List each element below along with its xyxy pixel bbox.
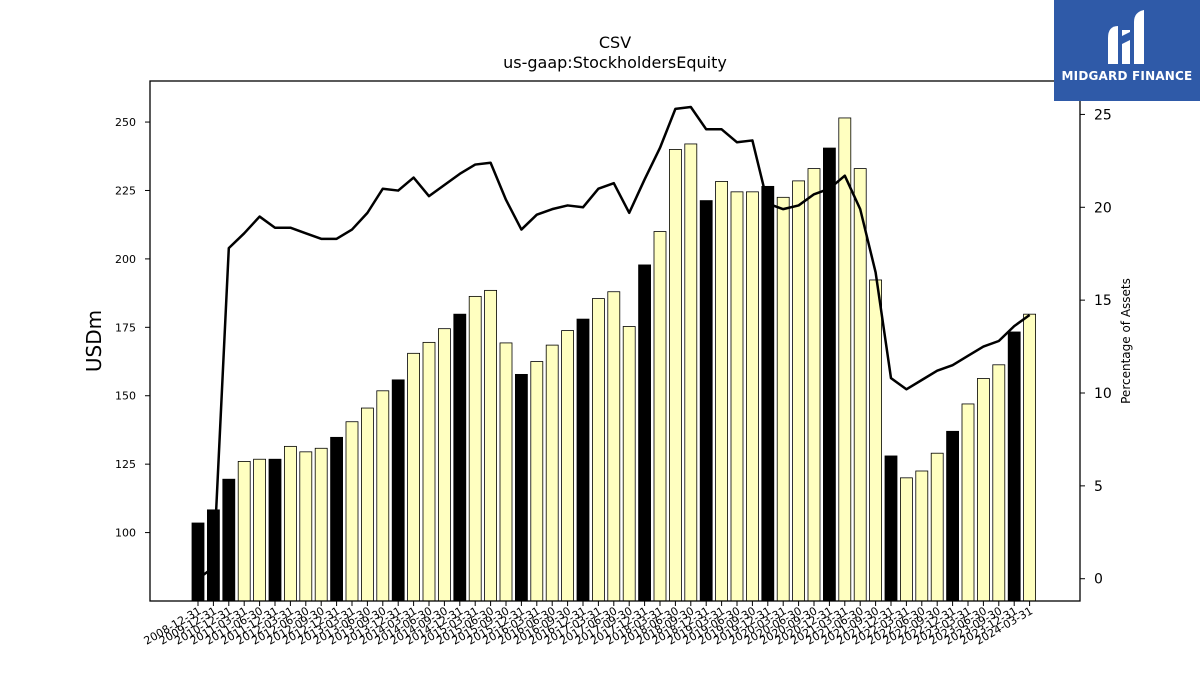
logo-text: MIDGARD FINANCE xyxy=(1061,69,1193,83)
bar-2012-06-30 xyxy=(299,451,313,602)
bar-2013-03-31 xyxy=(345,421,359,602)
bar-2018-12-31 xyxy=(699,200,713,602)
bar-2022-09-30 xyxy=(930,452,944,602)
bar-2020-06-30 xyxy=(792,180,805,602)
y-tick-label-225: 225 xyxy=(115,184,136,197)
bar-2018-03-31 xyxy=(653,231,667,602)
y2-tick-label-15: 15 xyxy=(1094,293,1112,309)
bar-2023-09-30 xyxy=(992,364,1006,602)
bar-2016-06-30 xyxy=(545,344,559,602)
bar-2011-12-31 xyxy=(268,458,282,602)
chart-subtitle: us-gaap:StockholdersEquity xyxy=(503,53,727,72)
bar-2013-09-30 xyxy=(376,390,390,602)
bar-2020-09-30 xyxy=(807,168,821,602)
bar-2016-03-31 xyxy=(530,361,544,602)
y-tick-label-200: 200 xyxy=(115,253,136,266)
bar-2016-09-30 xyxy=(561,330,574,602)
bar-2020-03-31 xyxy=(776,196,790,602)
bar-2012-12-31 xyxy=(330,436,344,602)
logo-mark-icon xyxy=(1108,10,1144,64)
y-tick-label-125: 125 xyxy=(115,458,136,471)
y-axis-label: USDm xyxy=(82,310,106,372)
bar-2008-12-31 xyxy=(191,522,205,602)
right-axis: 0 5 10 15 20 25 xyxy=(1080,107,1112,588)
bar-2020-12-31 xyxy=(823,147,836,602)
bar-2015-09-30 xyxy=(499,342,513,602)
bar-2015-03-31 xyxy=(468,295,482,602)
bar-2021-09-30 xyxy=(869,279,882,602)
bar-2011-06-30 xyxy=(253,458,267,602)
y-tick-label-250: 250 xyxy=(115,116,136,129)
bar-group xyxy=(191,117,1036,602)
bar-2011-03-31 xyxy=(237,461,251,602)
bar-2023-03-31 xyxy=(961,403,975,602)
bar-2022-03-31 xyxy=(900,477,913,602)
bar-2014-09-30 xyxy=(437,328,451,602)
bar-2019-12-31 xyxy=(761,185,775,602)
line-group xyxy=(197,105,1031,580)
bar-2014-06-30 xyxy=(422,341,436,602)
percentage-of-assets-line xyxy=(197,105,1031,580)
y2-tick-label-10: 10 xyxy=(1094,386,1112,402)
bar-2012-03-31 xyxy=(283,445,297,602)
y-tick-label-150: 150 xyxy=(115,390,136,403)
y2-axis-label: Percentage of Assets xyxy=(1119,278,1133,404)
bar-2022-06-30 xyxy=(915,470,929,602)
chart-title: CSV xyxy=(599,33,631,52)
bar-2024-03-31 xyxy=(1023,313,1036,602)
bar-2010-12-31 xyxy=(222,478,236,602)
midgard-finance-logo: MIDGARD FINANCE xyxy=(1054,0,1200,101)
bar-2017-09-30 xyxy=(622,326,636,602)
bar-2015-06-30 xyxy=(484,289,498,602)
bar-2013-12-31 xyxy=(391,379,405,602)
bar-2018-09-30 xyxy=(684,143,698,602)
bar-2018-06-30 xyxy=(669,149,682,602)
bar-2023-12-31 xyxy=(1007,331,1021,602)
y2-tick-label-20: 20 xyxy=(1094,200,1112,216)
bar-2012-09-30 xyxy=(314,447,328,602)
bar-2017-06-30 xyxy=(607,291,621,602)
bar-2022-12-31 xyxy=(946,430,959,602)
y2-tick-label-25: 25 xyxy=(1094,107,1112,123)
plot-frame xyxy=(149,80,1081,602)
y-tick-label-175: 175 xyxy=(115,321,136,334)
bar-2021-06-30 xyxy=(853,168,867,602)
bar-2019-09-30 xyxy=(746,191,759,602)
bar-2021-12-31 xyxy=(884,455,898,602)
x-axis: 2008-12-312009-12-312010-12-312011-03-31… xyxy=(142,601,1035,648)
y-tick-label-100: 100 xyxy=(115,527,136,540)
bar-2015-12-31 xyxy=(515,373,528,602)
bar-2014-12-31 xyxy=(453,313,467,602)
bar-2017-12-31 xyxy=(638,264,651,602)
bar-2013-06-30 xyxy=(360,407,374,602)
y2-tick-label-5: 5 xyxy=(1094,479,1103,495)
y2-tick-label-0: 0 xyxy=(1094,572,1103,588)
bar-2019-03-31 xyxy=(715,181,728,602)
bar-2023-06-30 xyxy=(977,378,990,602)
bar-2017-03-31 xyxy=(592,298,605,602)
bar-2014-03-31 xyxy=(407,352,421,602)
bar-2016-12-31 xyxy=(576,318,590,602)
bar-2021-03-31 xyxy=(838,117,852,602)
left-axis: 100 125 150 175 200 225 250 xyxy=(115,116,150,540)
bar-2019-06-30 xyxy=(730,191,744,602)
